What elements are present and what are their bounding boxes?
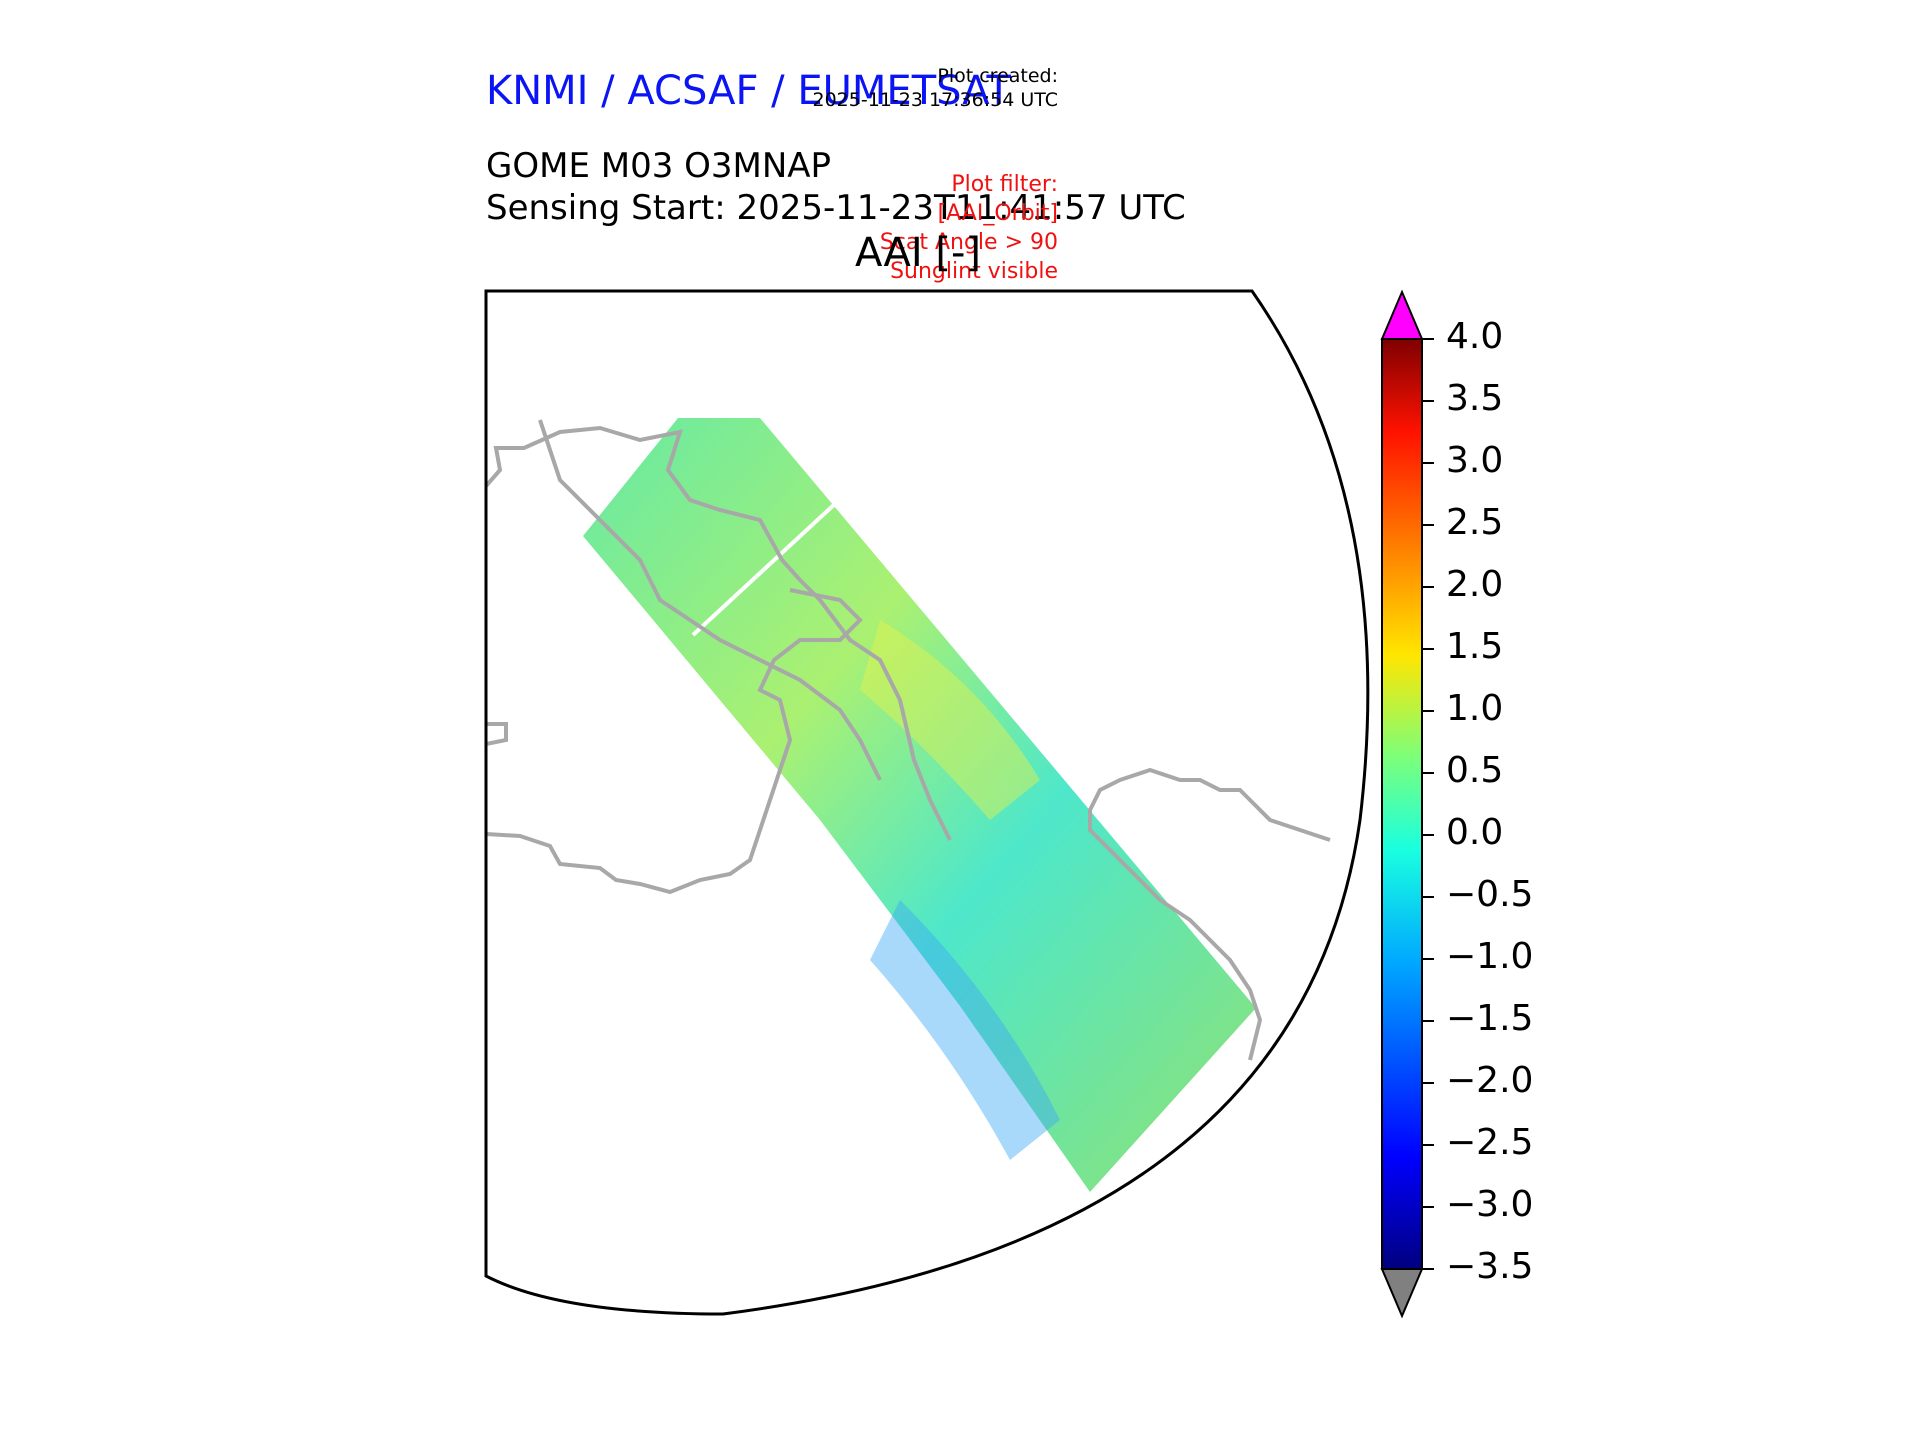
colorbar-under-arrow	[1380, 1268, 1424, 1319]
coastline-east-lower	[1098, 838, 1263, 1061]
colorbar-tick-label: −2.0	[1446, 1060, 1534, 1101]
coastline-north	[486, 425, 952, 841]
colorbar-tick-label: 2.0	[1446, 564, 1504, 605]
coastline-west	[486, 588, 863, 895]
plot-created: Plot created: 2025-11-23 17:36:54 UTC	[813, 64, 1059, 112]
coastline-east	[1088, 767, 1331, 842]
colorbar	[1381, 338, 1423, 1270]
colorbar-over-arrow	[1380, 289, 1424, 340]
filter-line: Scat Angle > 90	[879, 230, 1058, 255]
coastline-peninsula	[538, 419, 882, 781]
colorbar-tickmarks	[1422, 338, 1434, 1270]
filter-line: [AAI_Orbit]	[937, 201, 1058, 226]
colorbar-tick-label: −0.5	[1446, 874, 1534, 915]
swath-yellow-patch	[860, 620, 1040, 820]
colorbar-tick-label: −1.5	[1446, 998, 1534, 1039]
colorbar-tick-label: −3.0	[1446, 1184, 1534, 1225]
colorbar-tick-label: −3.5	[1446, 1246, 1534, 1287]
colorbar-tick-label: 1.0	[1446, 688, 1504, 729]
colorbar-tick-label: 1.5	[1446, 626, 1504, 667]
filter-line: Plot filter:	[951, 172, 1058, 197]
sensing-start: Sensing Start: 2025-11-23T11:41:57 UTC	[486, 188, 1186, 228]
filter-line: Sunglint visible	[890, 259, 1058, 284]
colorbar-tick-label: 2.5	[1446, 502, 1504, 543]
colorbar-tick-label: 3.0	[1446, 440, 1504, 481]
swath-blue-band	[870, 900, 1060, 1160]
coastline-west-small	[486, 722, 508, 746]
colorbar-tick-label: 3.5	[1446, 378, 1504, 419]
colorbar-tick-label: −2.5	[1446, 1122, 1534, 1163]
plot-filter: Plot filter: [AAI_Orbit] Scat Angle > 90…	[880, 170, 1058, 286]
satellite-swath	[583, 418, 1256, 1192]
colorbar-tick-label: −1.0	[1446, 936, 1534, 977]
colorbar-tick-label: 0.5	[1446, 750, 1504, 791]
colorbar-tick-label: 4.0	[1446, 316, 1504, 357]
swath-gap-line	[691, 500, 839, 637]
variable-title: AAI [-]	[855, 230, 981, 276]
plot-created-label: Plot created:	[937, 65, 1058, 87]
colorbar-tick-label: 0.0	[1446, 812, 1504, 853]
coastlines	[486, 419, 1331, 1061]
map-frame	[484, 289, 1370, 1316]
agency-title: KNMI / ACSAF / EUMETSAT	[486, 68, 1011, 114]
plot-created-time: 2025-11-23 17:36:54 UTC	[812, 89, 1059, 111]
product-title: GOME M03 O3MNAP	[486, 146, 832, 186]
